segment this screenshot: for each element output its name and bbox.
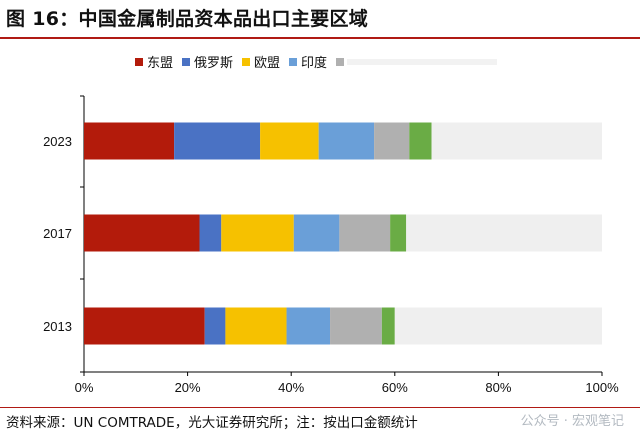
legend-label: 东盟: [147, 56, 173, 71]
x-tick-label: 40%: [278, 380, 304, 395]
y-tick-label: 2023: [43, 134, 72, 149]
x-tick-label: 80%: [485, 380, 511, 395]
bar-segment: [221, 214, 294, 252]
x-tick-label: 100%: [585, 380, 619, 395]
bar-segment: [381, 307, 395, 345]
legend-faded-entry: [347, 59, 497, 65]
legend-swatch: [336, 58, 344, 66]
bar-segment: [293, 214, 340, 252]
bar-segment: [339, 214, 391, 252]
x-tick-label: 60%: [382, 380, 408, 395]
y-tick-label: 2013: [43, 319, 72, 334]
y-tick-label: 2017: [43, 226, 72, 241]
chart-title: 图 16：中国金属制品资本品出口主要区域: [6, 8, 369, 30]
bar-segment: [286, 307, 331, 345]
legend-swatch: [182, 58, 190, 66]
bar-segment: [374, 122, 410, 160]
bar-segment: [84, 307, 205, 345]
x-tick-label: 20%: [175, 380, 201, 395]
legend-swatch: [289, 58, 297, 66]
bar-segment: [394, 307, 602, 345]
bar-segment: [199, 214, 222, 252]
legend-swatch: [135, 58, 143, 66]
bar-segment: [204, 307, 226, 345]
source-note: 资料来源：UN COMTRADE，光大证券研究所；注：按出口金额统计: [6, 415, 418, 431]
source-rule: [0, 407, 640, 408]
watermark: 公众号 · 宏观笔记: [520, 414, 624, 429]
bar-segment: [84, 214, 200, 252]
bar-segment: [409, 122, 432, 160]
bar-segment: [330, 307, 382, 345]
bar-segment: [225, 307, 287, 345]
legend-label: 印度: [301, 55, 327, 71]
legend-swatch: [242, 58, 250, 66]
bar-segment: [431, 122, 602, 160]
legend-label: 欧盟: [254, 56, 280, 71]
bar-segment: [406, 214, 602, 252]
bar-segment: [260, 122, 319, 160]
x-tick-label: 0%: [75, 380, 94, 395]
bar-segment: [318, 122, 375, 160]
legend-label: 俄罗斯: [194, 56, 233, 71]
title-rule: [0, 37, 640, 39]
bar-segment: [390, 214, 407, 252]
bar-segment: [84, 122, 175, 160]
bar-segment: [174, 122, 261, 160]
